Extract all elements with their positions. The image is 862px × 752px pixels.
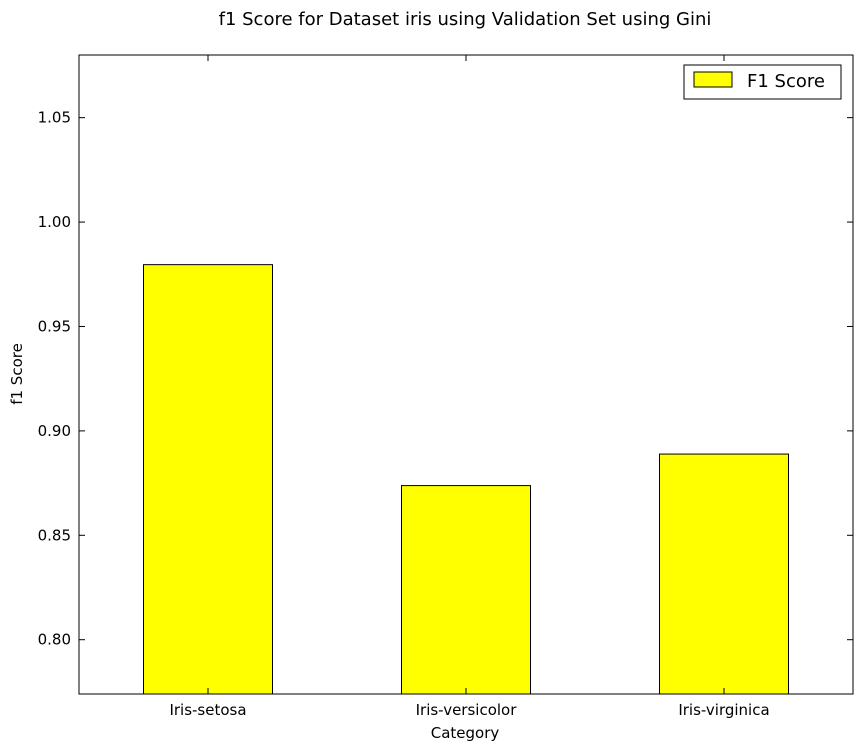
bar-iris-setosa bbox=[143, 264, 273, 695]
bar-iris-virginica bbox=[659, 453, 789, 695]
legend-label: F1 Score bbox=[747, 71, 825, 92]
y-tick-label: 1.00 bbox=[38, 213, 71, 231]
legend: F1 Score bbox=[683, 64, 842, 100]
y-tick-label: 1.05 bbox=[38, 109, 71, 127]
x-tick-label: Iris-virginica bbox=[678, 701, 769, 719]
x-tick-label: Iris-setosa bbox=[169, 701, 246, 719]
chart-title: f1 Score for Dataset iris using Validati… bbox=[219, 9, 712, 30]
bar-iris-versicolor bbox=[401, 485, 531, 695]
x-axis: Iris-setosa Iris-versicolor Iris-virginica bbox=[169, 55, 770, 719]
y-axis: 0.80 0.85 0.90 0.95 1.00 1.05 bbox=[38, 109, 853, 649]
x-axis-label: Category bbox=[431, 724, 500, 742]
y-tick-label: 0.90 bbox=[38, 422, 71, 440]
legend-swatch bbox=[693, 71, 733, 88]
y-tick-label: 0.85 bbox=[38, 526, 71, 544]
bars-group bbox=[143, 264, 789, 695]
x-tick-label: Iris-versicolor bbox=[416, 701, 518, 719]
y-tick-label: 0.95 bbox=[38, 317, 71, 335]
y-axis-label: f1 Score bbox=[8, 343, 26, 405]
y-tick-label: 0.80 bbox=[38, 631, 71, 649]
